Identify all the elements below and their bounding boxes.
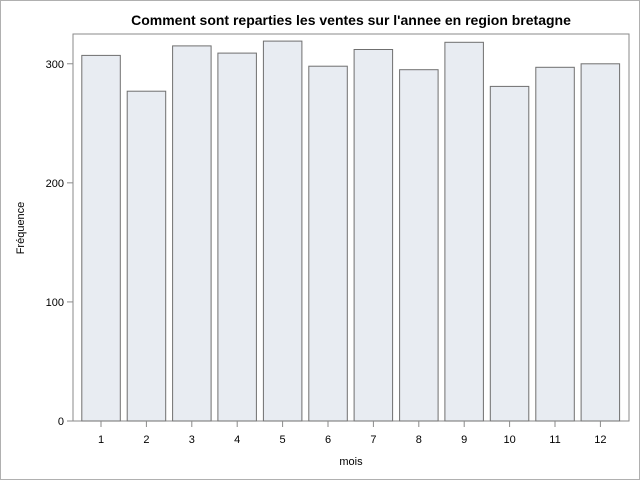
x-tick-label: 9 bbox=[461, 434, 467, 446]
x-axis-title: mois bbox=[339, 456, 363, 468]
x-tick-label: 11 bbox=[549, 434, 560, 446]
bar-12 bbox=[580, 63, 621, 422]
bar-8 bbox=[399, 69, 439, 422]
bar-6 bbox=[308, 65, 348, 422]
plot-area bbox=[72, 33, 630, 422]
x-tick-label: 1 bbox=[98, 434, 104, 446]
y-tick-label: 200 bbox=[46, 178, 64, 190]
bar-3 bbox=[172, 45, 212, 422]
x-tick-label: 8 bbox=[416, 434, 422, 446]
y-tick-label: 100 bbox=[46, 297, 64, 309]
bar-5 bbox=[262, 40, 303, 422]
y-axis-title: Fréquence bbox=[15, 202, 27, 255]
x-tick-label: 7 bbox=[370, 434, 376, 446]
bars-group bbox=[81, 40, 621, 422]
x-tick-label: 3 bbox=[189, 434, 195, 446]
bar-11 bbox=[535, 66, 575, 422]
x-axis: 1 2 3 4 5 6 7 8 9 10 11 12 bbox=[98, 421, 607, 446]
bar-10 bbox=[489, 85, 530, 422]
bar-7 bbox=[353, 49, 394, 422]
chart-title: Comment sont reparties les ventes sur l'… bbox=[131, 12, 571, 28]
x-tick-label: 12 bbox=[594, 434, 606, 446]
bar-9 bbox=[444, 41, 484, 422]
y-axis: 0 100 200 300 bbox=[46, 59, 73, 428]
bar-1 bbox=[81, 54, 121, 422]
bar-2 bbox=[126, 90, 167, 422]
y-tick-label: 300 bbox=[46, 59, 64, 71]
x-tick-label: 6 bbox=[325, 434, 331, 446]
y-tick-label: 0 bbox=[58, 416, 64, 428]
x-tick-label: 4 bbox=[234, 434, 240, 446]
x-tick-label: 5 bbox=[280, 434, 286, 446]
x-tick-label: 2 bbox=[143, 434, 149, 446]
x-tick-label: 10 bbox=[503, 434, 515, 446]
bar-4 bbox=[217, 52, 257, 422]
